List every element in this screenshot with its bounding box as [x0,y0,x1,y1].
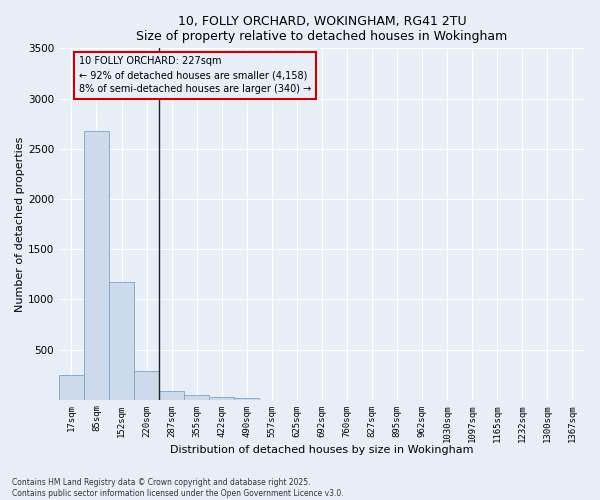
Bar [159,391,184,400]
Bar [234,398,259,400]
Bar [109,282,134,400]
Bar [84,130,109,400]
Bar [209,396,234,400]
Text: Contains HM Land Registry data © Crown copyright and database right 2025.
Contai: Contains HM Land Registry data © Crown c… [12,478,344,498]
Y-axis label: Number of detached properties: Number of detached properties [15,136,25,312]
Bar [134,370,159,400]
Bar [184,395,209,400]
Title: 10, FOLLY ORCHARD, WOKINGHAM, RG41 2TU
Size of property relative to detached hou: 10, FOLLY ORCHARD, WOKINGHAM, RG41 2TU S… [136,15,508,43]
X-axis label: Distribution of detached houses by size in Wokingham: Distribution of detached houses by size … [170,445,473,455]
Bar [59,374,84,400]
Text: 10 FOLLY ORCHARD: 227sqm
← 92% of detached houses are smaller (4,158)
8% of semi: 10 FOLLY ORCHARD: 227sqm ← 92% of detach… [79,56,311,94]
